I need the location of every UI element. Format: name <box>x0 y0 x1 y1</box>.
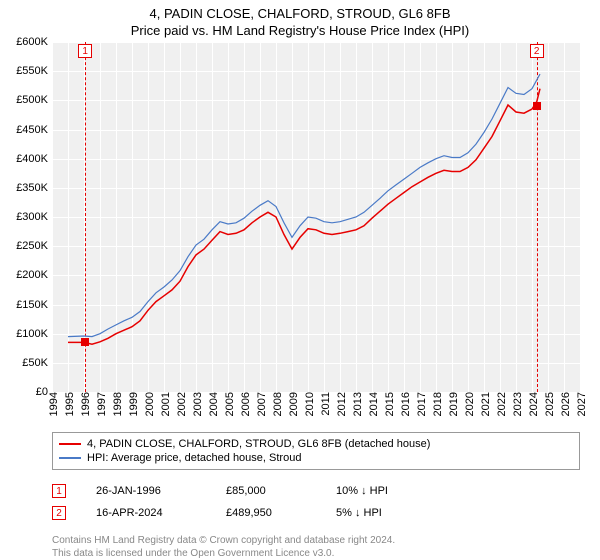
x-axis-label: 2022 <box>496 392 508 416</box>
chart-subtitle: Price paid vs. HM Land Registry's House … <box>0 21 600 42</box>
footer-line2: This data is licensed under the Open Gov… <box>52 547 580 560</box>
x-axis-label: 2024 <box>528 392 540 416</box>
x-axis-label: 2004 <box>208 392 220 416</box>
transaction-marker: 1 <box>52 484 66 498</box>
y-axis-label: £450K <box>16 124 52 136</box>
x-axis-label: 2005 <box>224 392 236 416</box>
footer-line1: Contains HM Land Registry data © Crown c… <box>52 534 580 547</box>
x-axis-label: 2014 <box>368 392 380 416</box>
transaction-price: £85,000 <box>226 485 306 497</box>
y-axis-label: £600K <box>16 36 52 48</box>
y-axis-label: £50K <box>22 357 52 369</box>
x-axis-label: 2003 <box>192 392 204 416</box>
transaction-row: 1 26-JAN-1996 £85,000 10% ↓ HPI <box>52 480 580 502</box>
transaction-date: 16-APR-2024 <box>96 507 196 519</box>
legend-swatch <box>59 443 81 445</box>
x-axis-label: 1994 <box>48 392 60 416</box>
x-axis-label: 2011 <box>320 392 332 416</box>
transaction-price: £489,950 <box>226 507 306 519</box>
transaction-hpi: 10% ↓ HPI <box>336 485 580 497</box>
x-axis-label: 2025 <box>544 392 556 416</box>
x-axis-label: 2001 <box>160 392 172 416</box>
x-axis-label: 2026 <box>560 392 572 416</box>
x-axis-label: 2023 <box>512 392 524 416</box>
marker-point <box>81 338 89 346</box>
series-line-red <box>68 89 540 345</box>
transaction-hpi: 5% ↓ HPI <box>336 507 580 519</box>
transaction-row: 2 16-APR-2024 £489,950 5% ↓ HPI <box>52 502 580 524</box>
chart-plot-area: £0£50K£100K£150K£200K£250K£300K£350K£400… <box>52 42 580 392</box>
x-axis-label: 2015 <box>384 392 396 416</box>
y-axis-label: £350K <box>16 182 52 194</box>
y-axis-label: £100K <box>16 328 52 340</box>
footer-attribution: Contains HM Land Registry data © Crown c… <box>52 534 580 560</box>
marker-point <box>533 102 541 110</box>
x-axis-label: 2019 <box>448 392 460 416</box>
chart-title: 4, PADIN CLOSE, CHALFORD, STROUD, GL6 8F… <box>0 0 600 21</box>
x-axis-label: 2018 <box>432 392 444 416</box>
x-axis-label: 2000 <box>144 392 156 416</box>
chart-lines <box>52 42 580 392</box>
x-axis-label: 2007 <box>256 392 268 416</box>
x-axis-label: 2002 <box>176 392 188 416</box>
y-axis-label: £400K <box>16 153 52 165</box>
marker-label-box: 2 <box>530 44 544 58</box>
x-axis-label: 2009 <box>288 392 300 416</box>
x-axis-label: 2010 <box>304 392 316 416</box>
x-axis-label: 1997 <box>96 392 108 416</box>
x-axis-label: 1999 <box>128 392 140 416</box>
y-axis-label: £200K <box>16 269 52 281</box>
marker-label-box: 1 <box>78 44 92 58</box>
legend-box: 4, PADIN CLOSE, CHALFORD, STROUD, GL6 8F… <box>52 432 580 470</box>
legend-label: 4, PADIN CLOSE, CHALFORD, STROUD, GL6 8F… <box>87 438 430 450</box>
y-axis-label: £550K <box>16 65 52 77</box>
x-axis-label: 1995 <box>64 392 76 416</box>
legend-swatch <box>59 457 81 459</box>
y-axis-label: £150K <box>16 299 52 311</box>
x-gridline <box>580 42 581 392</box>
legend-row: HPI: Average price, detached house, Stro… <box>59 451 573 465</box>
x-axis-label: 1996 <box>80 392 92 416</box>
x-axis-label: 2020 <box>464 392 476 416</box>
legend-label: HPI: Average price, detached house, Stro… <box>87 452 301 464</box>
y-axis-label: £300K <box>16 211 52 223</box>
x-axis-label: 2016 <box>400 392 412 416</box>
transaction-marker: 2 <box>52 506 66 520</box>
x-axis-label: 2021 <box>480 392 492 416</box>
x-axis-label: 2006 <box>240 392 252 416</box>
x-axis-label: 2013 <box>352 392 364 416</box>
x-axis-label: 2027 <box>576 392 588 416</box>
x-axis-label: 2017 <box>416 392 428 416</box>
chart-container: 4, PADIN CLOSE, CHALFORD, STROUD, GL6 8F… <box>0 0 600 560</box>
series-line-blue <box>68 74 540 337</box>
y-axis-label: £250K <box>16 240 52 252</box>
x-axis-label: 2008 <box>272 392 284 416</box>
transactions-table: 1 26-JAN-1996 £85,000 10% ↓ HPI 2 16-APR-2024… <box>52 480 580 524</box>
x-axis-label: 1998 <box>112 392 124 416</box>
x-axis-label: 2012 <box>336 392 348 416</box>
legend-row: 4, PADIN CLOSE, CHALFORD, STROUD, GL6 8F… <box>59 437 573 451</box>
transaction-date: 26-JAN-1996 <box>96 485 196 497</box>
y-axis-label: £500K <box>16 94 52 106</box>
